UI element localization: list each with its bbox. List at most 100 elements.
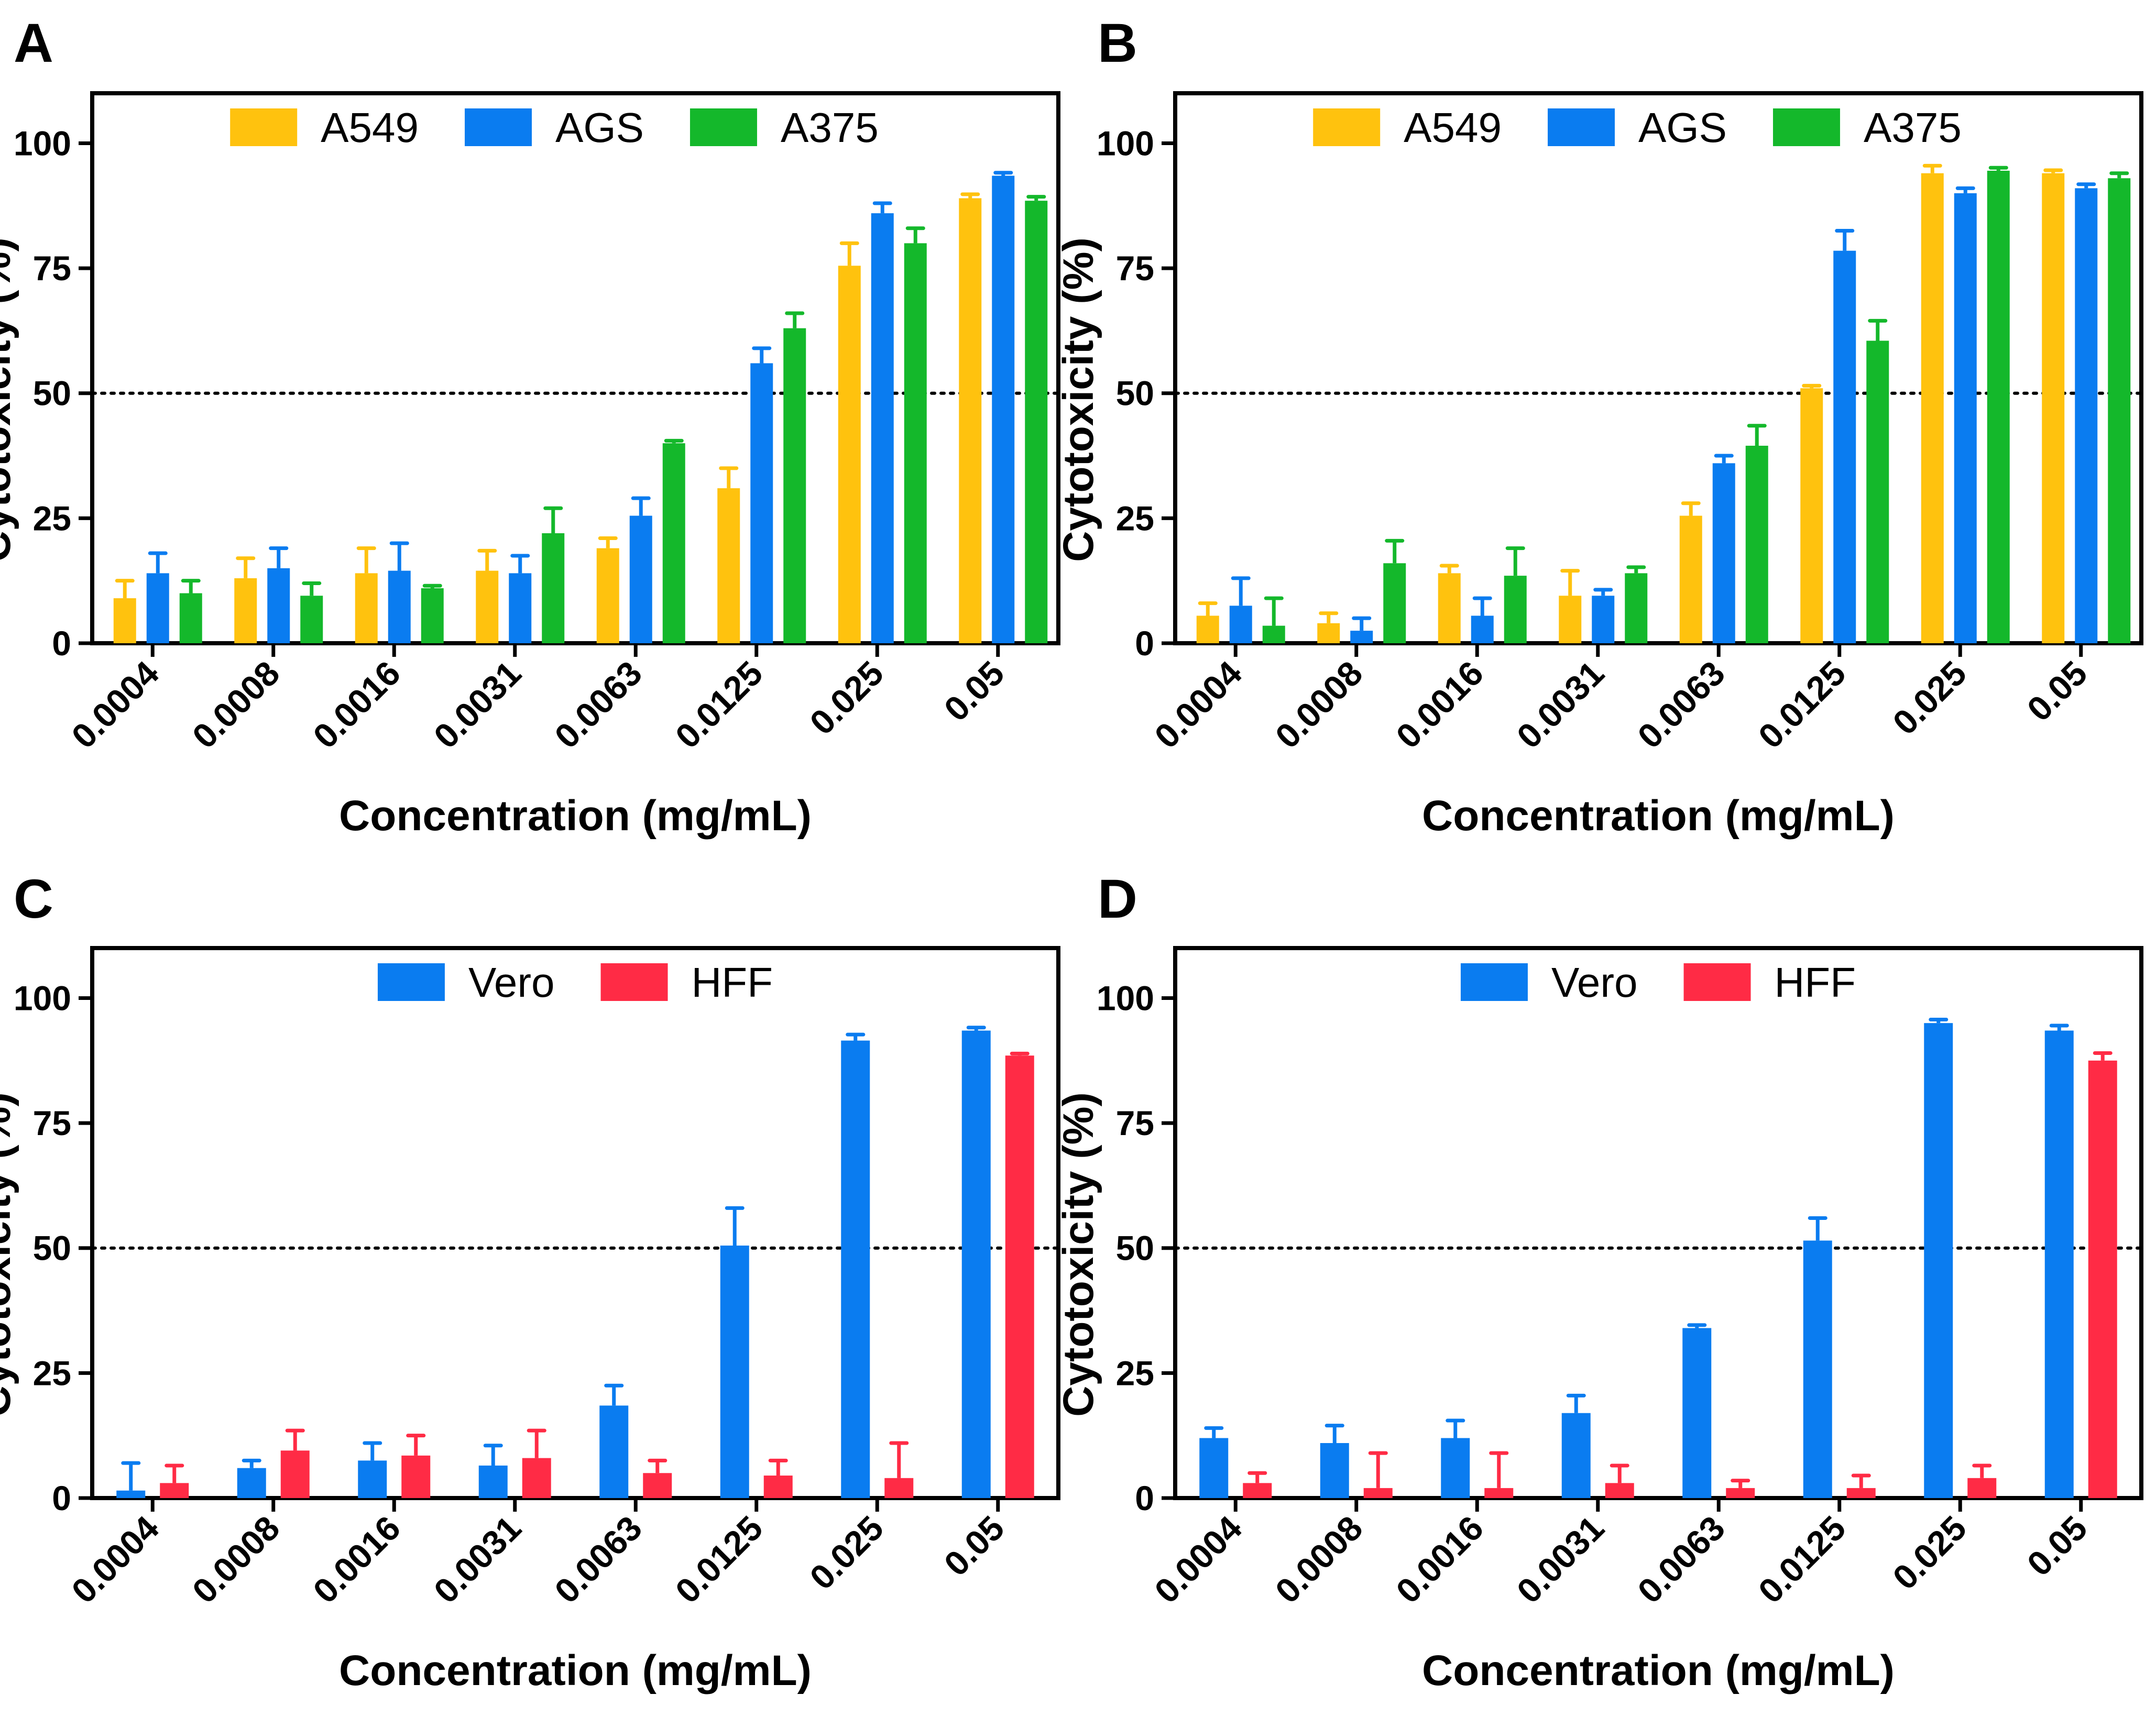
bar-a375-0_0008 [1383,563,1406,643]
x-tick-label: 0.0125 [668,654,770,756]
bar-hff-0_0008 [1363,1488,1393,1498]
bar-a375-0_0031 [542,533,565,643]
bar-a549-0_0016 [1438,573,1461,643]
chart-panel-c: C 0 25 50 75 100 0.0004 0.0008 0.0016 0.0031 0.006… [0,868,1060,1694]
bar-ags-0_05 [992,175,1015,643]
x-axis-title: Concentration (mg/mL) [339,792,812,840]
x-tick-label: 0.0004 [64,653,166,755]
bar-a375-0_0008 [300,596,323,643]
bar-a549-0_0008 [234,578,257,643]
bar-a549-0_05 [2042,173,2065,643]
legend: A549 AGS A375 [230,104,879,151]
y-tick-label: 25 [33,1353,71,1392]
legend-label: A549 [1404,104,1502,151]
panel-letter: B [1098,13,1137,74]
bar-hff-0_0016 [1484,1488,1514,1498]
bar-vero-0_0004 [116,1490,146,1498]
legend-swatch-ags [465,108,532,146]
bar-a375-0_0031 [1625,573,1648,643]
bar-vero-0_0125 [1803,1240,1832,1498]
bar-a375-0_05 [1025,201,1048,643]
bar-hff-0_0031 [522,1458,551,1498]
x-tick-label: 0.0063 [1630,654,1732,756]
panel-letter: A [14,13,53,74]
legend: A549 AGS A375 [1313,104,1962,151]
bar-ags-0_0004 [146,573,169,643]
plot-frame [90,91,1060,645]
plot-frame [1173,946,2143,1500]
x-tick-label: 0.025 [802,1509,891,1597]
bar-vero-0_025 [841,1040,870,1498]
bar-hff-0_025 [884,1478,914,1498]
y-tick-label: 25 [1116,499,1154,537]
legend-label: AGS [555,104,644,151]
legend-swatch-vero [1460,963,1528,1001]
bar-hff-0_05 [1005,1055,1034,1498]
bar-hff-0_0125 [1846,1488,1876,1498]
y-tick-label: 50 [33,374,71,413]
bar-ags-0_0008 [1350,631,1373,643]
bar-a375-0_0004 [179,593,202,643]
bar-a375-0_025 [1987,170,2010,643]
bar-ags-0_0016 [1471,615,1494,643]
bar-ags-0_0125 [1833,250,1856,643]
legend-label: Vero [468,959,555,1006]
bar-ags-0_0031 [1592,596,1615,643]
chart-panel-a: A 0 25 50 75 100 0.0004 0.0008 0.0016 0.0031 0.006… [0,13,1060,840]
x-tick-label: 0.0004 [1147,1508,1249,1610]
bar-a375-0_0063 [1745,445,1768,643]
bar-vero-0_0004 [1199,1438,1229,1498]
bar-vero-0_0063 [1682,1328,1712,1498]
x-tick-label: 0.0004 [64,1508,166,1610]
x-tick-label: 0.05 [2019,1509,2094,1583]
x-axis-title: Concentration (mg/mL) [1422,1647,1895,1694]
bar-hff-0_0016 [401,1455,431,1498]
bar-a375-0_05 [2108,178,2131,644]
bar-vero-0_0016 [1441,1438,1470,1498]
x-tick-label: 0.05 [936,1509,1011,1583]
y-axis-title: Cytotoxicity (%) [1055,237,1102,562]
bar-ags-0_0125 [750,363,773,643]
bar-vero-0_0008 [1320,1443,1349,1498]
bar-hff-0_025 [1967,1478,1997,1498]
y-tick-label: 50 [33,1229,71,1268]
bar-vero-0_0031 [1561,1413,1591,1498]
x-tick-label: 0.025 [1885,654,1974,742]
bar-vero-0_0016 [358,1460,387,1498]
y-tick-label: 75 [33,1104,71,1142]
bar-hff-0_0008 [280,1450,310,1498]
x-tick-label: 0.05 [936,654,1011,729]
legend-swatch-vero [377,963,445,1001]
bar-hff-0_0125 [763,1476,793,1498]
legend-swatch-a549 [230,108,298,146]
x-tick-label: 0.0063 [547,654,649,756]
y-tick-label: 100 [1097,978,1154,1017]
x-tick-label: 0.0031 [1509,654,1612,756]
bar-vero-0_0063 [599,1405,629,1498]
bar-a549-0_0063 [1679,515,1702,643]
bar-hff-0_0031 [1605,1483,1634,1498]
legend-swatch-a375 [690,108,757,146]
legend-swatch-a549 [1313,108,1381,146]
x-tick-label: 0.0125 [668,1509,770,1611]
x-tick-label: 0.0125 [1751,1509,1853,1611]
legend: Vero HFF [1460,959,1856,1006]
x-axis-title: Concentration (mg/mL) [1422,792,1895,840]
x-tick-label: 0.05 [2019,654,2094,729]
x-tick-label: 0.0063 [1630,1509,1732,1611]
plot-frame [1173,91,2143,645]
legend-swatch-a375 [1772,108,1840,146]
chart-panel-d: D 0 25 50 75 100 0.0004 0.0008 0.0016 0.0031 0.006… [1055,868,2143,1694]
x-tick-label: 0.0008 [185,654,287,756]
bar-a375-0_0016 [421,588,444,643]
x-tick-label: 0.0016 [305,1509,408,1611]
x-tick-label: 0.0016 [1388,1509,1491,1611]
y-tick-label: 0 [52,624,71,663]
bar-hff-0_05 [2088,1060,2117,1498]
bar-vero-0_05 [2044,1030,2074,1498]
chart-panel-b: B 0 25 50 75 100 0.0004 0.0008 0.0016 0.0031 0.006… [1055,13,2143,840]
y-tick-label: 0 [1135,1479,1154,1517]
x-tick-label: 0.0008 [1268,654,1370,756]
bar-vero-0_05 [961,1030,991,1498]
bar-a549-0_0004 [113,598,136,643]
